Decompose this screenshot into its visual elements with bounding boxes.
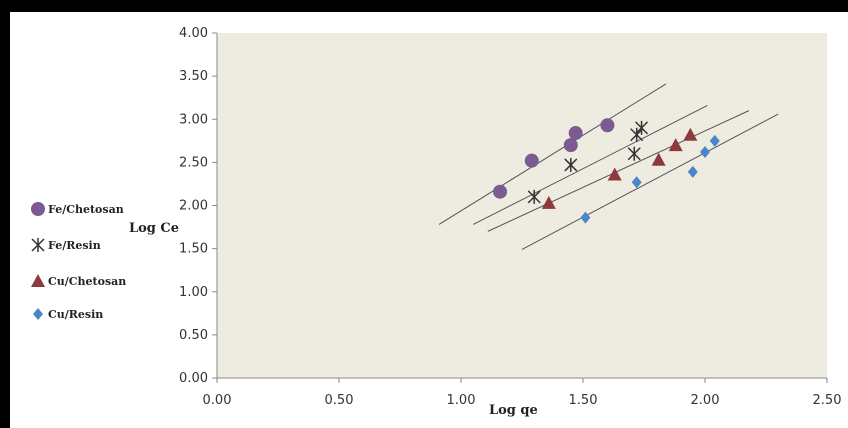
legend-label: Cu/Chetosan bbox=[48, 275, 126, 288]
legend-marker bbox=[33, 308, 43, 320]
x-tick-label: 1.50 bbox=[569, 393, 598, 408]
trendline bbox=[438, 83, 667, 225]
trendline bbox=[487, 110, 750, 232]
y-tick-label: 0.00 bbox=[179, 371, 208, 386]
data-point-cu-chetosan bbox=[651, 152, 666, 166]
x-axis-label: Log qe bbox=[489, 403, 538, 418]
data-point-fe-chetosan bbox=[563, 138, 578, 153]
legend-item-fe-resin: Fe/Resin bbox=[31, 238, 101, 252]
data-point-cu-chetosan bbox=[683, 127, 698, 141]
data-point-fe-chetosan bbox=[568, 126, 583, 141]
data-point-fe-resin bbox=[635, 120, 649, 135]
data-point-fe-resin bbox=[564, 157, 578, 172]
legend-marker bbox=[31, 274, 45, 287]
x-tick-label: 0.50 bbox=[325, 393, 354, 408]
legend-label: Cu/Resin bbox=[48, 308, 103, 321]
y-tick-label: 4.00 bbox=[179, 26, 208, 41]
y-axis-label: Log Ce bbox=[129, 221, 179, 236]
x-tick-label: 1.00 bbox=[447, 393, 476, 408]
x-tick-label: 2.50 bbox=[813, 393, 842, 408]
plot-area bbox=[217, 33, 827, 378]
x-tick-label: 2.00 bbox=[691, 393, 720, 408]
legend-item-cu-chetosan: Cu/Chetosan bbox=[31, 274, 126, 288]
y-tick-label: 2.00 bbox=[179, 199, 208, 214]
data-point-fe-resin bbox=[527, 189, 541, 204]
data-point-cu-resin bbox=[687, 165, 698, 178]
y-tick-label: 3.50 bbox=[179, 69, 208, 84]
legend-label: Fe/Resin bbox=[48, 239, 101, 252]
data-point-fe-chetosan bbox=[600, 118, 615, 133]
trendline bbox=[472, 105, 708, 225]
data-point-cu-resin bbox=[580, 211, 591, 224]
data-point-cu-resin bbox=[631, 176, 642, 189]
legend-item-cu-resin: Cu/Resin bbox=[33, 308, 103, 321]
y-tick-label: 2.50 bbox=[179, 155, 208, 170]
y-tick-label: 0.50 bbox=[179, 328, 208, 343]
legend-item-fe-chetosan: Fe/Chetosan bbox=[31, 202, 124, 216]
data-point-cu-resin bbox=[709, 134, 720, 147]
x-tick-label: 0.00 bbox=[203, 393, 232, 408]
data-point-cu-chetosan bbox=[668, 138, 683, 152]
data-point-fe-chetosan bbox=[524, 153, 539, 168]
data-point-cu-chetosan bbox=[541, 195, 556, 209]
legend: Fe/Chetosan Fe/Resin Cu/Chetosan Cu/Resin bbox=[31, 202, 126, 321]
data-point-cu-resin bbox=[700, 146, 710, 159]
legend-marker bbox=[31, 238, 45, 252]
chart-frame: 0.00 0.50 1.00 1.50 2.00 2.50 3.00 3.50 4.00 0.00… bbox=[10, 12, 848, 428]
y-tick-label: 1.50 bbox=[179, 242, 208, 257]
data-point-fe-chetosan bbox=[493, 184, 508, 199]
trendline bbox=[521, 113, 779, 250]
data-point-fe-resin bbox=[630, 127, 644, 142]
y-tick-label: 1.00 bbox=[179, 285, 208, 300]
chart: 0.00 0.50 1.00 1.50 2.00 2.50 3.00 3.50 4.00 0.00… bbox=[31, 26, 842, 418]
data-point-fe-resin bbox=[627, 146, 641, 161]
legend-label: Fe/Chetosan bbox=[48, 203, 124, 216]
data-point-cu-chetosan bbox=[607, 167, 622, 181]
legend-marker bbox=[31, 202, 45, 216]
y-tick-label: 3.00 bbox=[179, 112, 208, 127]
